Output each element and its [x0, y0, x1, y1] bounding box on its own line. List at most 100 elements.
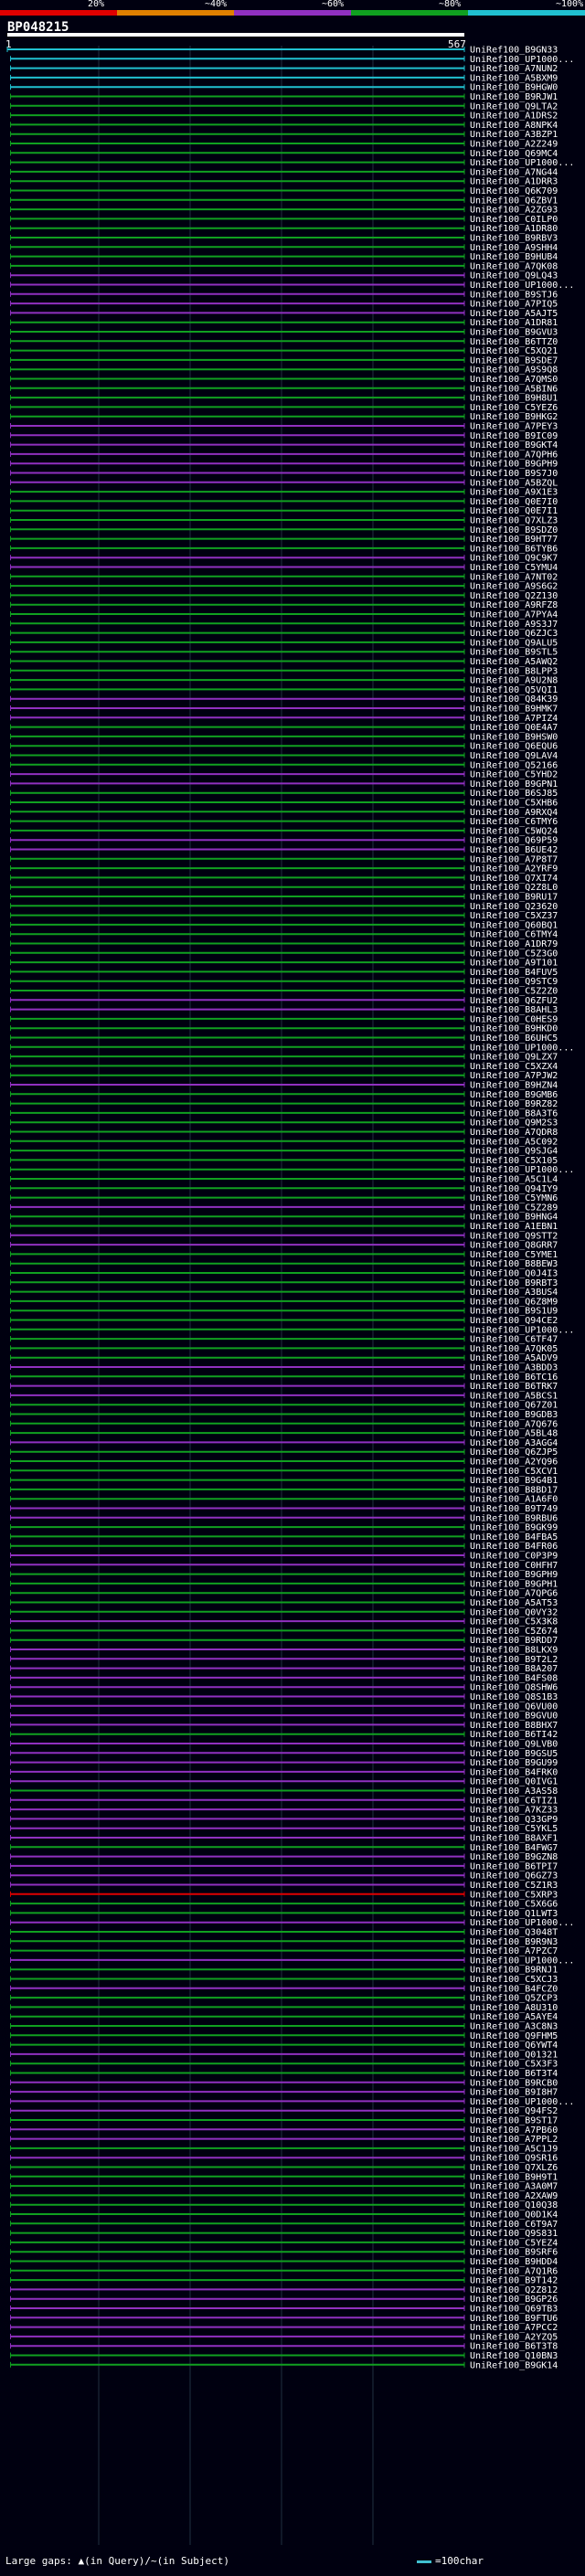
- hit-label[interactable]: UniRef100_C5X3K8: [470, 1617, 558, 1627]
- hit-label[interactable]: UniRef100_A5C092: [470, 1137, 558, 1147]
- hit-label[interactable]: UniRef100_B9HMK7: [470, 705, 558, 715]
- hit-label[interactable]: UniRef100_B4FWG7: [470, 1843, 558, 1853]
- hit-label[interactable]: UniRef100_B8BD17: [470, 1485, 558, 1495]
- hit-label[interactable]: UniRef100_A3C8N3: [470, 2022, 558, 2032]
- hit-label[interactable]: UniRef100_A7NUN2: [470, 64, 558, 74]
- hit-label[interactable]: UniRef100_B6UE42: [470, 845, 558, 855]
- hit-label[interactable]: UniRef100_Q0E7I1: [470, 506, 558, 516]
- hit-label[interactable]: UniRef100_A3A0M7: [470, 2182, 558, 2192]
- hit-label[interactable]: UniRef100_Q94CE2: [470, 1316, 558, 1326]
- hit-label[interactable]: UniRef100_B9GSU5: [470, 1749, 558, 1759]
- hit-label[interactable]: UniRef100_A5BL48: [470, 1429, 558, 1439]
- hit-label[interactable]: UniRef100_B9SDZ0: [470, 525, 558, 535]
- hit-label[interactable]: UniRef100_A9S3J7: [470, 620, 558, 630]
- hit-label[interactable]: UniRef100_B8BHX7: [470, 1721, 558, 1731]
- hit-label[interactable]: UniRef100_A8U310: [470, 2003, 558, 2013]
- hit-label[interactable]: UniRef100_Q23620: [470, 902, 558, 912]
- hit-label[interactable]: UniRef100_Q6GZ73: [470, 1871, 558, 1882]
- hit-label[interactable]: UniRef100_A1EBN1: [470, 1222, 558, 1232]
- hit-label[interactable]: UniRef100_UP1000...: [470, 55, 574, 65]
- hit-label[interactable]: UniRef100_Q8S1B3: [470, 1692, 558, 1702]
- hit-label[interactable]: UniRef100_Q9LAV4: [470, 751, 558, 761]
- hit-label[interactable]: UniRef100_B9R9N3: [470, 1937, 558, 1947]
- hit-label[interactable]: UniRef100_Q5VQI1: [470, 685, 558, 695]
- hit-label[interactable]: UniRef100_UP1000...: [470, 2097, 574, 2107]
- hit-label[interactable]: UniRef100_A7PYA4: [470, 610, 558, 620]
- hit-label[interactable]: UniRef100_B9I8H7: [470, 2088, 558, 2098]
- hit-label[interactable]: UniRef100_B9GDB3: [470, 1410, 558, 1420]
- hit-label[interactable]: UniRef100_B9T749: [470, 1504, 558, 1514]
- hit-label[interactable]: UniRef100_Q9SR16: [470, 2154, 558, 2164]
- hit-label[interactable]: UniRef100_C5XRP3: [470, 1890, 558, 1900]
- hit-label[interactable]: UniRef100_B9GKT4: [470, 440, 558, 451]
- hit-label[interactable]: UniRef100_Q9FHM5: [470, 2031, 558, 2041]
- hit-label[interactable]: UniRef100_B4FCZ0: [470, 1984, 558, 1994]
- hit-label[interactable]: UniRef100_A5C1L4: [470, 1175, 558, 1185]
- hit-label[interactable]: UniRef100_C5WQ24: [470, 826, 558, 836]
- hit-label[interactable]: UniRef100_A9S6G2: [470, 582, 558, 592]
- hit-label[interactable]: UniRef100_C5XHB6: [470, 799, 558, 809]
- hit-label[interactable]: UniRef100_C6T9A7: [470, 2220, 558, 2230]
- hit-label[interactable]: UniRef100_A7QMS0: [470, 375, 558, 385]
- hit-label[interactable]: UniRef100_Q5ZCP3: [470, 1994, 558, 2004]
- hit-label[interactable]: UniRef100_A5AT53: [470, 1598, 558, 1608]
- hit-label[interactable]: UniRef100_Q9STC9: [470, 977, 558, 987]
- hit-label[interactable]: UniRef100_B9HKG2: [470, 412, 558, 422]
- hit-label[interactable]: UniRef100_B9SDE7: [470, 355, 558, 366]
- hit-label[interactable]: UniRef100_B8AXF1: [470, 1834, 558, 1844]
- hit-label[interactable]: UniRef100_A1DR79: [470, 939, 558, 949]
- hit-label[interactable]: UniRef100_Q7XI74: [470, 874, 558, 884]
- hit-label[interactable]: UniRef100_B8A207: [470, 1664, 558, 1674]
- hit-label[interactable]: UniRef100_A5AYE4: [470, 2012, 558, 2022]
- hit-label[interactable]: UniRef100_B6SJ85: [470, 789, 558, 799]
- hit-label[interactable]: UniRef100_A2Z249: [470, 140, 558, 150]
- hit-label[interactable]: UniRef100_B6UHC5: [470, 1034, 558, 1044]
- hit-label[interactable]: UniRef100_Q9C9K7: [470, 554, 558, 564]
- hit-label[interactable]: UniRef100_A5AJT5: [470, 309, 558, 319]
- hit-label[interactable]: UniRef100_UP1000...: [470, 1918, 574, 1928]
- hit-label[interactable]: UniRef100_B9HDD4: [470, 2257, 558, 2267]
- hit-label[interactable]: UniRef100_B9GK14: [470, 2360, 558, 2370]
- hit-label[interactable]: UniRef100_C6TMY6: [470, 817, 558, 827]
- hit-label[interactable]: UniRef100_B9GMB6: [470, 1090, 558, 1100]
- hit-label[interactable]: UniRef100_C5Z1R3: [470, 1881, 558, 1891]
- hit-label[interactable]: UniRef100_C0HFH7: [470, 1561, 558, 1571]
- hit-label[interactable]: UniRef100_A9X1E3: [470, 488, 558, 498]
- hit-label[interactable]: UniRef100_B9IC09: [470, 431, 558, 441]
- hit-label[interactable]: UniRef100_A7QPH6: [470, 450, 558, 460]
- hit-label[interactable]: UniRef100_A1DRS2: [470, 111, 558, 122]
- hit-label[interactable]: UniRef100_B8A3T6: [470, 1108, 558, 1118]
- hit-label[interactable]: UniRef100_A3AGG4: [470, 1438, 558, 1448]
- hit-label[interactable]: UniRef100_A1DR80: [470, 224, 558, 234]
- hit-label[interactable]: UniRef100_C5X6G6: [470, 1900, 558, 1910]
- hit-label[interactable]: UniRef100_Q7XLZ6: [470, 2163, 558, 2173]
- hit-label[interactable]: UniRef100_Q9S831: [470, 2229, 558, 2239]
- hit-label[interactable]: UniRef100_A1DR81: [470, 318, 558, 328]
- hit-label[interactable]: UniRef100_B6TYB6: [470, 544, 558, 554]
- hit-label[interactable]: UniRef100_A2XAW9: [470, 2191, 558, 2201]
- hit-label[interactable]: UniRef100_Q9LQ43: [470, 271, 558, 281]
- hit-label[interactable]: UniRef100_Q9LTA2: [470, 101, 558, 111]
- hit-label[interactable]: UniRef100_B9GU99: [470, 1758, 558, 1768]
- hit-label[interactable]: UniRef100_B8LPP3: [470, 666, 558, 676]
- hit-label[interactable]: UniRef100_A7PZC7: [470, 1946, 558, 1956]
- hit-label[interactable]: UniRef100_B9FTU6: [470, 2314, 558, 2324]
- hit-label[interactable]: UniRef100_B9RDD7: [470, 1636, 558, 1646]
- hit-label[interactable]: UniRef100_A7NT02: [470, 572, 558, 582]
- hit-label[interactable]: UniRef100_A7Q676: [470, 1419, 558, 1429]
- hit-label[interactable]: UniRef100_A9S9Q8: [470, 366, 558, 376]
- hit-label[interactable]: UniRef100_B9HT77: [470, 535, 558, 545]
- hit-label[interactable]: UniRef100_A7KZ33: [470, 1806, 558, 1816]
- hit-label[interactable]: UniRef100_C5Z2Z0: [470, 987, 558, 997]
- hit-label[interactable]: UniRef100_A1DRR3: [470, 177, 558, 187]
- hit-label[interactable]: UniRef100_Q0E4A7: [470, 723, 558, 733]
- hit-label[interactable]: UniRef100_C0P3P9: [470, 1552, 558, 1562]
- hit-label[interactable]: UniRef100_B9G4B1: [470, 1476, 558, 1486]
- hit-label[interactable]: UniRef100_Q69MC4: [470, 149, 558, 159]
- hit-label[interactable]: UniRef100_Q8SHW6: [470, 1683, 558, 1693]
- hit-label[interactable]: UniRef100_C6TF47: [470, 1335, 558, 1345]
- hit-label[interactable]: UniRef100_C5Z3G0: [470, 949, 558, 959]
- hit-label[interactable]: UniRef100_Q60BQ1: [470, 920, 558, 930]
- hit-label[interactable]: UniRef100_A8NPK4: [470, 121, 558, 131]
- hit-label[interactable]: UniRef100_B9GP26: [470, 2295, 558, 2305]
